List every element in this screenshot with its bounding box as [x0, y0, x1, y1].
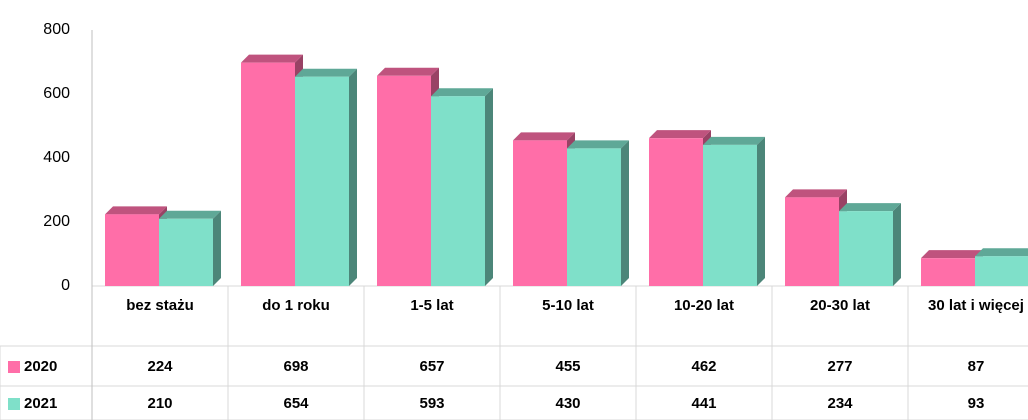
bar — [377, 67, 439, 286]
table-value: 654 — [283, 395, 309, 412]
bar-front — [513, 140, 567, 286]
table-value: 698 — [283, 358, 308, 375]
bar-front — [649, 138, 703, 286]
bar-front — [241, 62, 295, 286]
bar-side — [213, 210, 221, 286]
bar-top — [159, 210, 221, 219]
bar — [839, 203, 901, 286]
legend-swatch — [8, 398, 20, 410]
y-tick-label: 400 — [43, 149, 70, 166]
bar-front — [159, 218, 213, 286]
x-tick-label: 30 lat i więcej — [928, 297, 1024, 314]
x-tick-label: 1-5 lat — [410, 297, 454, 314]
bar-top — [377, 67, 439, 76]
table-value: 462 — [691, 358, 716, 375]
x-tick-label: bez stażu — [126, 297, 194, 314]
legend-label: 2021 — [24, 395, 57, 412]
category-label: 20-30 lat — [809, 297, 871, 314]
bar — [241, 54, 303, 286]
bar-top — [105, 206, 167, 215]
bar-side — [485, 88, 493, 287]
bar-top — [649, 130, 711, 139]
category-label: 5-10 lat — [542, 297, 594, 314]
legend-swatch — [8, 361, 20, 373]
bar — [431, 88, 493, 287]
bar — [975, 248, 1028, 286]
bar-front — [839, 211, 893, 286]
legend-label: 2020 — [24, 358, 57, 375]
bar-front — [105, 214, 159, 286]
x-tick-label: 5-10 lat — [542, 297, 594, 314]
bar-front — [567, 148, 621, 286]
bar — [921, 250, 983, 286]
table-value: 593 — [419, 395, 444, 412]
bar — [295, 68, 357, 286]
y-tick-label: 800 — [43, 21, 70, 38]
table-value: 441 — [691, 395, 716, 412]
category-label: do 1 roku — [262, 297, 330, 314]
bar-front — [377, 75, 431, 286]
bar-top — [839, 203, 901, 212]
table-value: 657 — [419, 358, 444, 375]
bar-front — [703, 144, 757, 286]
bar-top — [785, 189, 847, 198]
table-value: 430 — [555, 395, 580, 412]
bar — [567, 140, 629, 286]
bar-top — [431, 88, 493, 97]
bar-front — [921, 258, 975, 286]
bar-top — [703, 136, 765, 145]
category-label: 10-20 lat — [673, 297, 735, 314]
table-value: 93 — [968, 395, 985, 412]
bar-top — [921, 250, 983, 259]
table-value: 87 — [968, 358, 985, 375]
bar-top — [295, 68, 357, 77]
bar-top — [567, 140, 629, 149]
x-tick-label: 10-20 lat — [673, 297, 735, 314]
bar-front — [295, 76, 349, 286]
bar-top — [975, 248, 1028, 257]
bar — [159, 210, 221, 286]
bar — [785, 189, 847, 286]
bar-side — [893, 203, 901, 286]
bar-side — [757, 136, 765, 286]
x-tick-label: 20-30 lat — [809, 297, 871, 314]
x-tick-label: do 1 roku — [262, 297, 330, 314]
bar — [105, 206, 167, 286]
table-value: 210 — [147, 395, 172, 412]
y-tick-label: 200 — [43, 213, 70, 230]
table-value: 455 — [555, 358, 580, 375]
bar-side — [349, 68, 357, 286]
table-value: 234 — [827, 395, 853, 412]
y-tick-label: 600 — [43, 85, 70, 102]
bar-side — [621, 140, 629, 286]
bar — [703, 136, 765, 286]
y-tick-label: 0 — [61, 277, 70, 294]
bar-front — [975, 256, 1028, 286]
category-label: bez stażu — [126, 297, 194, 314]
category-label: 30 lat i więcej — [928, 297, 1024, 314]
bar-top — [513, 132, 575, 141]
bar-top — [241, 54, 303, 63]
table-value: 224 — [147, 358, 173, 375]
table-value: 277 — [827, 358, 852, 375]
category-label: 1-5 lat — [410, 297, 454, 314]
bar — [649, 130, 711, 286]
bar-front — [431, 96, 485, 287]
bar-front — [785, 197, 839, 286]
bar — [513, 132, 575, 286]
